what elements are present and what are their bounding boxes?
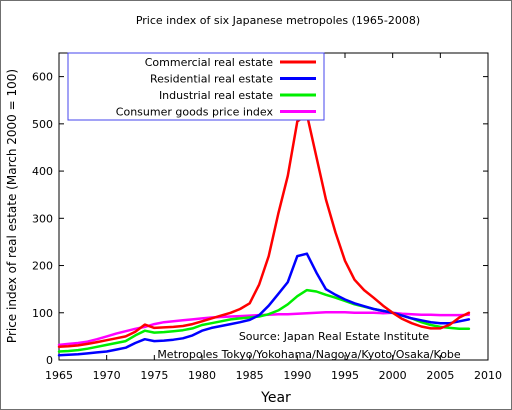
y-tick-label: 600 xyxy=(32,71,53,84)
x-tick-label: 1995 xyxy=(331,369,359,382)
y-tick-label: 300 xyxy=(32,212,53,225)
y-tick-label: 200 xyxy=(32,260,53,273)
x-tick-label: 2005 xyxy=(426,369,454,382)
x-tick-label: 1975 xyxy=(140,369,168,382)
chart-title: Price index of six Japanese metropoles (… xyxy=(136,14,420,27)
series-line-commercial-real-estate xyxy=(57,113,471,349)
y-tick-label: 500 xyxy=(32,118,53,131)
legend: Commercial real estate Residential real e… xyxy=(116,56,316,119)
legend-label-residential-real-estate: Residential real estate xyxy=(150,73,273,86)
x-tick-label: 1980 xyxy=(188,369,216,382)
legend-box xyxy=(67,52,325,121)
x-tick-label: 1990 xyxy=(283,369,311,382)
metropoles-annotation: Metropoles Tokyo/Yokohama/Nagoya/Kyoto/O… xyxy=(157,348,461,361)
x-tick-label: 1970 xyxy=(93,369,121,382)
y-tick-label: 400 xyxy=(32,165,53,178)
y-tick-label: 0 xyxy=(46,354,53,367)
y-axis-label: Price index of real estate (March 2000 =… xyxy=(5,69,19,343)
x-axis-label: Year xyxy=(260,390,291,406)
source-annotation: Source: Japan Real Estate Institute xyxy=(239,330,430,343)
x-tick-label: 2000 xyxy=(379,369,407,382)
legend-label-commercial-real-estate: Commercial real estate xyxy=(145,56,273,69)
y-tick-label: 100 xyxy=(32,307,53,320)
x-tick-label: 1965 xyxy=(45,369,73,382)
x-tick-label: 2010 xyxy=(474,369,502,382)
series-line-residential-real-estate xyxy=(57,252,471,357)
legend-label-industrial-real-estate: Industrial real estate xyxy=(159,89,273,102)
legend-label-consumer-goods-price-index: Consumer goods price index xyxy=(116,106,274,119)
x-tick-label: 1985 xyxy=(236,369,264,382)
